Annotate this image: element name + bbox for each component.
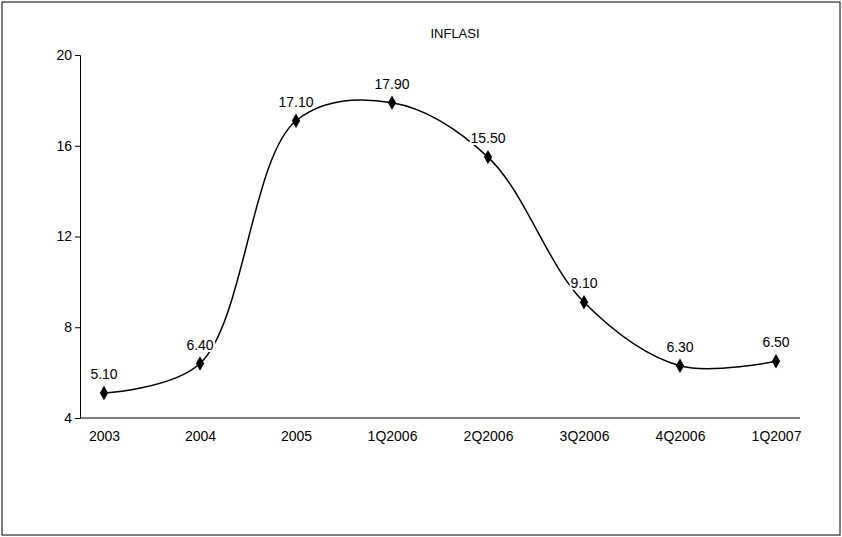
x-axis: 2003 2004 2005 1Q2006 2Q2006 3Q2006 4Q2006 1Q20…: [80, 418, 802, 444]
x-tick-label: 1Q2006: [368, 428, 418, 444]
data-label: 6.30: [666, 339, 693, 355]
marker: [196, 356, 204, 370]
x-tick-label: 2003: [89, 428, 120, 444]
y-tick: 20: [56, 47, 80, 63]
data-labels: 5.10 6.40 17.10 17.90 15.50 9.10 6.30 6.50: [90, 76, 789, 382]
y-tick-label: 20: [56, 47, 72, 63]
data-label: 17.10: [278, 94, 313, 110]
data-label: 9.10: [570, 275, 597, 291]
x-tick-label: 1Q2007: [752, 428, 802, 444]
y-axis-line: [75, 56, 81, 419]
x-tick-label: 2005: [281, 428, 312, 444]
y-tick: 4: [64, 410, 80, 426]
data-label: 15.50: [470, 130, 505, 146]
marker: [292, 114, 300, 128]
line: [104, 100, 776, 393]
y-tick: 16: [56, 138, 80, 154]
y-axis: 4 8 12 16 20: [56, 47, 80, 426]
x-tick: 3Q2006: [560, 418, 610, 444]
data-label: 6.40: [186, 337, 213, 353]
plot-area: [100, 95, 780, 400]
marker: [676, 359, 684, 373]
y-tick: 8: [64, 319, 80, 335]
x-tick-label: 2004: [185, 428, 216, 444]
y-tick-mark: [75, 55, 80, 56]
y-tick-label: 16: [56, 138, 72, 154]
marker: [100, 386, 108, 400]
x-tick-label: 4Q2006: [656, 428, 706, 444]
x-tick: 2Q2006: [464, 418, 514, 444]
y-tick-label: 8: [64, 319, 72, 335]
chart-frame: [2, 2, 840, 535]
data-label: 17.90: [374, 76, 409, 92]
x-tick: 1Q2006: [368, 418, 418, 444]
marker: [772, 354, 780, 368]
x-tick: 2003: [89, 418, 120, 444]
marker: [484, 150, 492, 164]
x-tick-label: 3Q2006: [560, 428, 610, 444]
x-tick: 2004: [185, 418, 216, 444]
x-tick: 4Q2006: [656, 418, 706, 444]
data-label: 5.10: [90, 366, 117, 382]
y-tick-mark: [75, 146, 80, 147]
y-tick-mark: [75, 418, 80, 419]
y-tick-mark: [75, 327, 80, 328]
marker: [580, 295, 588, 309]
y-tick-mark: [75, 237, 80, 238]
x-tick: 2005: [281, 418, 312, 444]
x-tick-label: 2Q2006: [464, 428, 514, 444]
data-label: 6.50: [762, 334, 789, 350]
chart: INFLASI 4 8 12 16 20 2003 2004 2005 1Q2006 2Q2006 3…: [0, 0, 842, 537]
y-tick-label: 12: [56, 228, 72, 244]
chart-title: INFLASI: [430, 26, 479, 41]
y-tick-label: 4: [64, 410, 72, 426]
x-tick: 1Q2007: [752, 418, 802, 444]
marker: [388, 95, 396, 109]
y-tick: 12: [56, 228, 80, 244]
x-axis-line: [80, 418, 800, 419]
